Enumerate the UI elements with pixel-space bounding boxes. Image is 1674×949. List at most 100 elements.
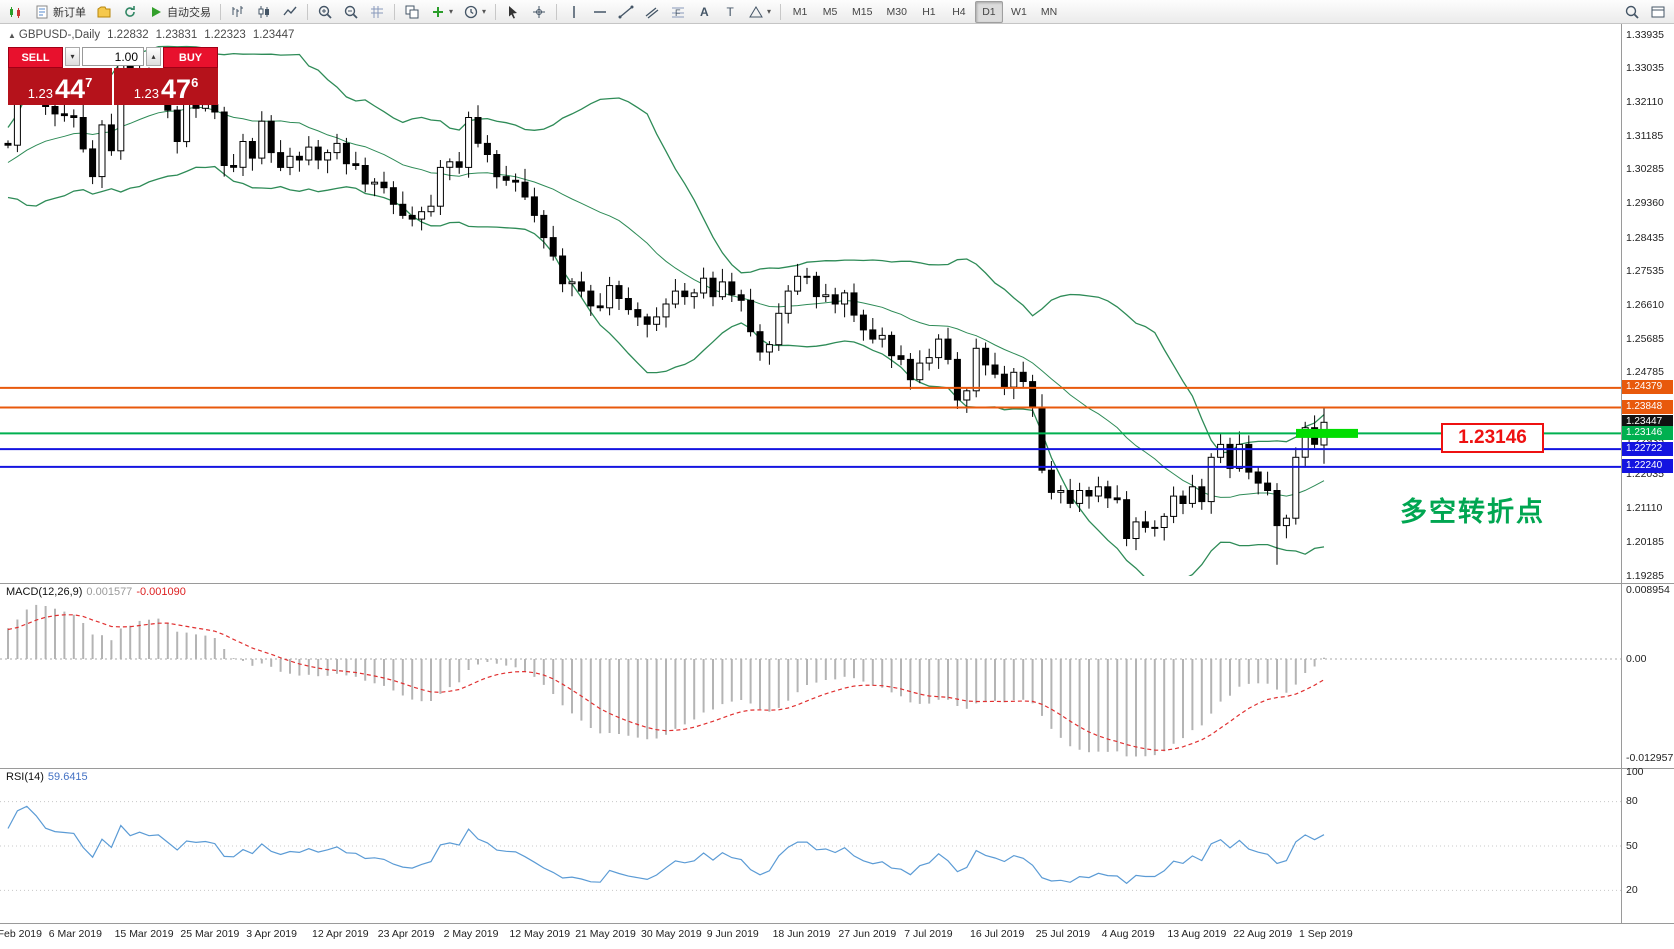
tile-windows-button[interactable] [400, 1, 424, 23]
app-icon[interactable] [4, 1, 28, 23]
toolbar-separator [556, 3, 558, 20]
text-label-button[interactable]: T [718, 1, 742, 23]
buy-button[interactable]: BUY [163, 47, 218, 68]
timeframe-button-mn[interactable]: MN [1040, 5, 1058, 18]
caret-down-icon: ▾ [70, 52, 75, 61]
new-order-button[interactable]: 新订单 [30, 1, 90, 23]
crosshair-icon [533, 5, 546, 18]
rsi-indicator-label: RSI(14) 59.6415 [6, 771, 88, 783]
macd-plot[interactable] [7, 604, 1325, 757]
expand-icon[interactable]: ▲ [8, 31, 16, 40]
timeframe-button-w1[interactable]: W1 [1011, 5, 1027, 18]
vline-icon [573, 5, 575, 18]
algo-trading-button[interactable]: 自动交易 [144, 1, 215, 23]
buy-price-pip: 6 [191, 75, 199, 90]
toolbar-separator [495, 3, 497, 20]
new-order-icon [36, 5, 48, 18]
timeframe-button-d1[interactable]: D1 [974, 0, 1003, 23]
sell-price-pip: 7 [85, 75, 93, 90]
symbol-name: GBPUSD-,Daily [18, 29, 101, 41]
svg-text:T: T [727, 5, 735, 19]
candlestick-chart-button[interactable] [252, 1, 276, 23]
timeframe-button-h4[interactable]: H4 [952, 5, 966, 18]
bollinger-lower-band[interactable] [7, 165, 1325, 586]
period-menu-button[interactable]: ▾ [459, 1, 490, 23]
line-chart-button[interactable] [278, 1, 302, 23]
play-icon [152, 6, 161, 17]
ohlc-low: 1.22323 [204, 29, 246, 41]
refresh-button[interactable] [118, 1, 142, 23]
timeframe-button-m30[interactable]: M30 [886, 5, 907, 18]
price-chart[interactable] [4, 45, 1328, 586]
sell-button[interactable]: SELL [8, 47, 63, 68]
volume-input[interactable] [82, 47, 144, 66]
bar-chart-button[interactable] [226, 1, 250, 23]
chart-candles-icon [258, 5, 269, 18]
toolbar-separator [394, 3, 395, 20]
timeframe-button-m15[interactable]: M15 [852, 5, 873, 18]
fibonacci-button[interactable]: F [666, 1, 690, 23]
ohlc-close: 1.23447 [252, 29, 295, 41]
zoom-in-button[interactable] [313, 1, 337, 23]
bollinger-upper-band[interactable] [7, 45, 1325, 454]
search-button[interactable] [1620, 1, 1644, 23]
zoom-out-button[interactable] [339, 1, 363, 23]
caret-down-icon: ▾ [449, 7, 454, 16]
sell-price-display[interactable]: 1.23 44 7 [8, 68, 112, 105]
price-level-callout[interactable]: 1.23146 [1441, 423, 1544, 453]
zoom-out-icon [344, 5, 358, 19]
vertical-line-button[interactable] [562, 1, 586, 23]
toolbar-right-group [1620, 1, 1670, 23]
chart-canvas[interactable] [0, 24, 1674, 949]
timeframe-button-m1[interactable]: M1 [792, 5, 808, 18]
text-a-icon: A [700, 5, 709, 19]
chart-line-icon [283, 6, 297, 15]
caret-up-icon: ▴ [151, 52, 156, 61]
rsi-line [7, 805, 1325, 885]
caret-down-icon: ▾ [482, 7, 487, 16]
sell-price-main: 44 [55, 74, 86, 105]
shapes-button[interactable]: ▾ [744, 1, 775, 23]
svg-text:A: A [700, 5, 709, 19]
search-icon [1625, 5, 1639, 19]
plus-icon [433, 6, 443, 17]
rsi-plot[interactable] [7, 805, 1325, 885]
text-button[interactable]: A [692, 1, 716, 23]
profiles-button[interactable] [92, 1, 116, 23]
cursor-button[interactable] [501, 1, 525, 23]
grid-button[interactable] [365, 1, 389, 23]
panel-icon [1651, 6, 1665, 17]
volume-increase-button[interactable]: ▴ [146, 47, 161, 66]
clock-icon [464, 5, 478, 18]
chart-bars-icon [232, 5, 243, 17]
trendline-icon [618, 5, 634, 18]
highlight-segment[interactable] [1296, 428, 1358, 438]
trendline-button[interactable] [614, 1, 638, 23]
chart-symbol-readout: ▲ GBPUSD-,Daily 1.22832 1.23831 1.22323 1.234… [8, 29, 301, 41]
buy-price-display[interactable]: 1.23 47 6 [114, 68, 218, 105]
turning-point-annotation[interactable]: 多空转折点 [1400, 497, 1545, 527]
tile-icon [405, 5, 419, 18]
one-click-trading-panel: SELL ▾ ▴ BUY 1.23 44 7 1.23 47 6 [8, 47, 220, 105]
terminal-icon [10, 6, 20, 18]
refresh-icon [125, 5, 135, 17]
volume-decrease-button[interactable]: ▾ [65, 47, 80, 66]
add-indicator-button[interactable]: ▾ [426, 1, 457, 23]
macd-indicator-label: MACD(12,26,9) 0.001577 -0.001090 [6, 586, 186, 598]
macd-name: MACD(12,26,9) [6, 586, 83, 598]
grid-icon [371, 5, 383, 18]
macd-main-value: 0.001577 [86, 586, 133, 598]
horizontal-line-button[interactable] [588, 1, 612, 23]
timeframe-button-h1[interactable]: H1 [922, 5, 936, 18]
crosshair-button[interactable] [527, 1, 551, 23]
equidistant-channel-button[interactable] [640, 1, 664, 23]
timeframe-button-m5[interactable]: M5 [822, 5, 838, 18]
channel-icon [645, 6, 659, 19]
rsi-name: RSI(14) [6, 771, 44, 783]
algo-trading-button-label: 自动交易 [167, 6, 211, 19]
data-window-button[interactable] [1646, 1, 1670, 23]
toolbar-separator [307, 3, 308, 20]
zoom-in-icon [318, 5, 332, 19]
cursor-icon [509, 5, 518, 18]
